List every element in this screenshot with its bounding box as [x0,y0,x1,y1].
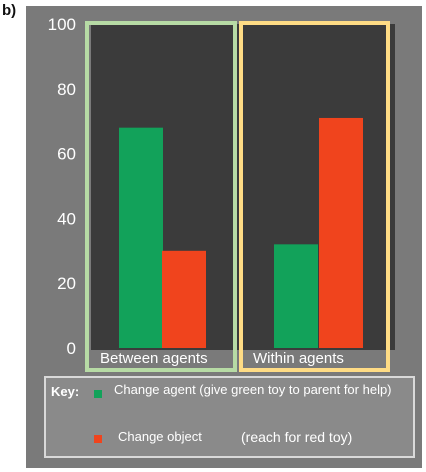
y-tick-label: 20 [57,274,76,293]
legend-key: Key: Change agent (give green toy to par… [44,376,415,458]
legend-swatch-change-agent [94,390,102,398]
bar-change-object [162,250,206,348]
bar-change-agent [119,127,163,349]
y-tick-label: 40 [57,209,76,228]
y-tick-label: 60 [57,145,76,164]
x-category-label: Between agents [100,350,208,367]
bar-chart: 0 20 40 60 80 100 Between agents Within agents [48,15,395,372]
group-box-within [239,21,390,372]
bar-change-agent [274,244,318,348]
y-tick-label: 100 [48,15,76,34]
group-box-between [85,21,237,372]
y-tick-label: 0 [67,339,76,358]
key-title: Key: [51,384,80,399]
legend-label-change-agent: Change agent (give green toy to parent f… [114,382,392,397]
bar-change-object [319,117,363,349]
key-note: (reach for red toy) [241,429,353,445]
x-category-label: Within agents [253,350,344,367]
legend-swatch-change-object [94,435,102,443]
panel-label: b) [2,2,17,19]
y-tick-label: 80 [57,80,76,99]
legend-label-change-object: Change object [118,429,202,444]
